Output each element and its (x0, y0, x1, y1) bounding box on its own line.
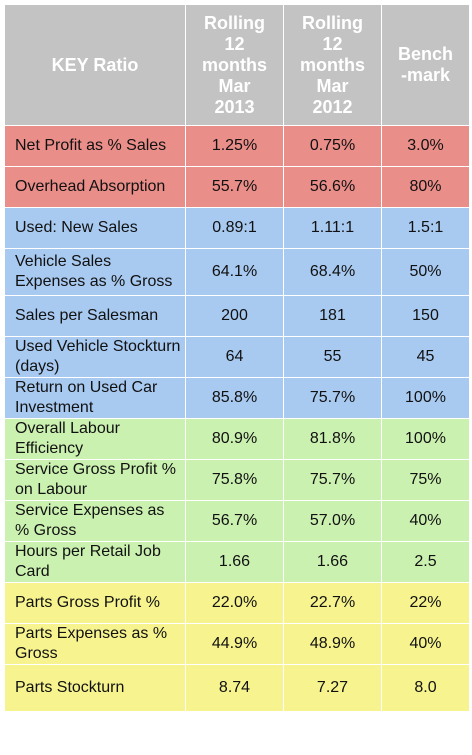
value-benchmark: 45 (381, 336, 470, 378)
table-row: Used: New Sales 0.89:1 1.11:1 1.5:1 (4, 207, 470, 249)
header-benchmark-text: Bench -mark (397, 44, 453, 85)
value-2012: 55 (283, 336, 382, 378)
value-2012: 1.66 (283, 541, 382, 583)
row-label: Used Vehicle Stockturn (days) (4, 336, 186, 378)
header-key-ratio-text: KEY Ratio (51, 54, 139, 75)
table-row: Service Expenses as % Gross 56.7% 57.0% 40% (4, 500, 470, 542)
value-2012: 22.7% (283, 582, 382, 624)
row-label: Overhead Absorption (4, 166, 186, 208)
value-2012: 1.11:1 (283, 207, 382, 249)
value-benchmark: 100% (381, 418, 470, 460)
value-benchmark: 100% (381, 377, 470, 419)
value-2013: 80.9% (185, 418, 284, 460)
table-row: Service Gross Profit % on Labour 75.8% 75.… (4, 459, 470, 501)
value-benchmark: 150 (381, 295, 470, 337)
row-label: Hours per Retail Job Card (4, 541, 186, 583)
value-benchmark: 80% (381, 166, 470, 208)
value-2012: 57.0% (283, 500, 382, 542)
row-label: Parts Expenses as % Gross (4, 623, 186, 665)
table-row: Overhead Absorption 55.7% 56.6% 80% (4, 166, 470, 208)
value-benchmark: 22% (381, 582, 470, 624)
header-key-ratio: KEY Ratio (4, 4, 186, 126)
table-row: Parts Gross Profit % 22.0% 22.7% 22% (4, 582, 470, 624)
value-benchmark: 1.5:1 (381, 207, 470, 249)
row-label: Sales per Salesman (4, 295, 186, 337)
value-2013: 1.25% (185, 125, 284, 167)
value-2012: 48.9% (283, 623, 382, 665)
row-label: Vehicle Sales Expenses as % Gross (4, 248, 186, 296)
value-2013: 64.1% (185, 248, 284, 296)
table-row: Overall Labour Efficiency 80.9% 81.8% 100% (4, 418, 470, 460)
row-label: Parts Gross Profit % (4, 582, 186, 624)
value-benchmark: 8.0 (381, 664, 470, 712)
value-2013: 22.0% (185, 582, 284, 624)
value-2013: 56.7% (185, 500, 284, 542)
value-benchmark: 40% (381, 500, 470, 542)
value-2013: 64 (185, 336, 284, 378)
table-row: Net Profit as % Sales 1.25% 0.75% 3.0% (4, 125, 470, 167)
value-2012: 181 (283, 295, 382, 337)
table-row: Hours per Retail Job Card 1.66 1.66 2.5 (4, 541, 470, 583)
value-2013: 0.89:1 (185, 207, 284, 249)
row-label: Net Profit as % Sales (4, 125, 186, 167)
value-2012: 75.7% (283, 377, 382, 419)
table-row: Return on Used Car Investment 85.8% 75.7% 1… (4, 377, 470, 419)
value-benchmark: 75% (381, 459, 470, 501)
table-row: Parts Expenses as % Gross 44.9% 48.9% 40% (4, 623, 470, 665)
row-label: Parts Stockturn (4, 664, 186, 712)
table-header-row: KEY Ratio Rolling 12 months Mar 2013 Rol… (4, 4, 470, 126)
value-2013: 85.8% (185, 377, 284, 419)
value-2012: 0.75% (283, 125, 382, 167)
table-body: Net Profit as % Sales 1.25% 0.75% 3.0% Overh… (4, 125, 470, 712)
row-label: Service Expenses as % Gross (4, 500, 186, 542)
header-rolling-2012: Rolling 12 months Mar 2012 (283, 4, 382, 126)
header-rolling-2013: Rolling 12 months Mar 2013 (185, 4, 284, 126)
header-rolling-2012-text: Rolling 12 months Mar 2012 (300, 12, 365, 117)
row-label: Overall Labour Efficiency (4, 418, 186, 460)
value-2013: 44.9% (185, 623, 284, 665)
value-benchmark: 40% (381, 623, 470, 665)
value-2012: 81.8% (283, 418, 382, 460)
value-2012: 56.6% (283, 166, 382, 208)
value-2013: 1.66 (185, 541, 284, 583)
value-2013: 200 (185, 295, 284, 337)
value-2012: 68.4% (283, 248, 382, 296)
header-benchmark: Bench -mark (381, 4, 470, 126)
header-rolling-2013-text: Rolling 12 months Mar 2013 (202, 12, 267, 117)
table-row: Vehicle Sales Expenses as % Gross 64.1% 68… (4, 248, 470, 296)
value-benchmark: 3.0% (381, 125, 470, 167)
value-2012: 7.27 (283, 664, 382, 712)
row-label: Service Gross Profit % on Labour (4, 459, 186, 501)
value-benchmark: 2.5 (381, 541, 470, 583)
row-label: Used: New Sales (4, 207, 186, 249)
table-row: Sales per Salesman 200 181 150 (4, 295, 470, 337)
key-ratio-table: KEY Ratio Rolling 12 months Mar 2013 Rol… (4, 4, 470, 712)
value-benchmark: 50% (381, 248, 470, 296)
value-2013: 75.8% (185, 459, 284, 501)
value-2013: 8.74 (185, 664, 284, 712)
row-label: Return on Used Car Investment (4, 377, 186, 419)
table-row: Used Vehicle Stockturn (days) 64 55 45 (4, 336, 470, 378)
value-2013: 55.7% (185, 166, 284, 208)
table-row: Parts Stockturn 8.74 7.27 8.0 (4, 664, 470, 712)
value-2012: 75.7% (283, 459, 382, 501)
